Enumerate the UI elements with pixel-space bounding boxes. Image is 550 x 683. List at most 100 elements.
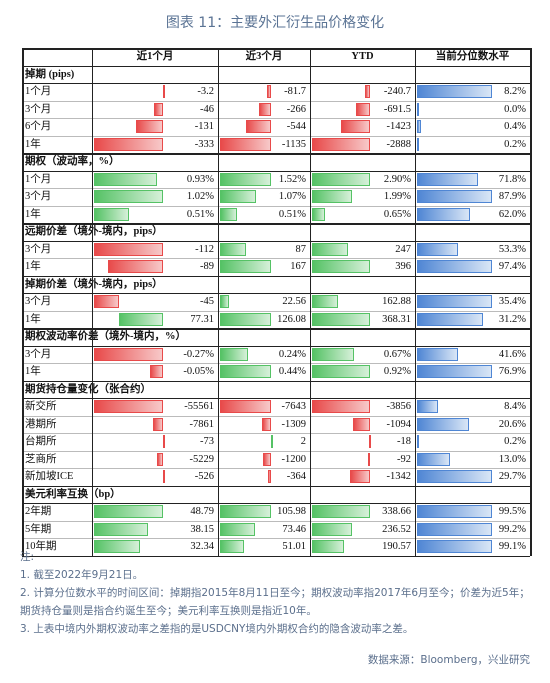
data-bar — [94, 505, 164, 518]
rule — [22, 153, 530, 155]
value: -7643 — [281, 401, 307, 412]
section-title: 掉期 (pips) — [25, 68, 75, 80]
data-bar — [94, 522, 149, 536]
value: 105.98 — [277, 506, 306, 517]
data-bar — [417, 417, 470, 431]
value: -81.7 — [284, 86, 306, 97]
data-bar — [220, 242, 247, 256]
data-bar — [220, 207, 237, 221]
row-label: 3个月 — [25, 348, 52, 360]
data-bar — [368, 452, 371, 466]
value: -46 — [200, 103, 214, 115]
value: -240.7 — [383, 86, 411, 97]
value: 73.46 — [282, 523, 306, 535]
column-rule — [530, 48, 532, 556]
data-bar — [312, 522, 353, 536]
value: -55561 — [184, 401, 214, 412]
value: 35.4% — [498, 296, 526, 307]
data-bar — [162, 85, 165, 98]
rule — [22, 328, 530, 330]
data-bar — [220, 540, 245, 553]
section-title: 期权（波动率，%） — [25, 156, 120, 167]
rule — [22, 538, 530, 539]
value: -131 — [194, 121, 214, 132]
value: 0.51% — [186, 208, 214, 220]
value: -1342 — [386, 471, 412, 482]
rule — [22, 415, 530, 416]
data-bar — [417, 312, 484, 326]
row-label: 3个月 — [25, 103, 52, 115]
value: 0.92% — [383, 366, 411, 377]
data-bar — [153, 102, 164, 116]
value: -89 — [200, 261, 214, 272]
data-bar — [312, 505, 370, 518]
value: 2 — [300, 436, 306, 447]
column-rule — [415, 48, 416, 556]
rule — [22, 275, 530, 277]
data-bar — [246, 120, 271, 133]
data-bar — [369, 435, 372, 448]
data-bar — [153, 417, 164, 431]
data-bar — [353, 417, 370, 431]
column-rule — [92, 48, 93, 556]
value: 8.4% — [504, 401, 526, 412]
value: 41.6% — [498, 348, 526, 360]
source: 数据来源：Bloomberg，兴业研究 — [367, 654, 530, 666]
value: 22.56 — [282, 296, 306, 307]
value: 236.52 — [382, 523, 411, 535]
value: 0.2% — [504, 138, 526, 150]
row-label: 1年 — [25, 366, 41, 377]
data-bar — [150, 365, 164, 378]
notes-heading: 注: — [20, 551, 35, 563]
value: -18 — [397, 436, 411, 447]
value: 1.99% — [383, 191, 411, 202]
data-bar — [220, 400, 271, 413]
value: 77.31 — [190, 313, 214, 325]
section-title: 期权波动率价差（境外-境内，%） — [25, 331, 186, 342]
rule — [22, 135, 530, 136]
value: -112 — [195, 243, 214, 255]
data-bar — [417, 435, 419, 448]
rule — [22, 345, 530, 347]
section-title: 掉期价差（境外-境内，pips） — [25, 278, 163, 290]
data-bar — [312, 172, 370, 186]
value: 31.2% — [498, 313, 526, 325]
column-header: 近3个月 — [245, 51, 283, 62]
data-bar — [312, 207, 325, 221]
rule — [22, 118, 530, 119]
data-bar — [341, 120, 370, 133]
rule — [22, 48, 530, 50]
data-bar — [312, 295, 338, 308]
data-bar — [258, 102, 271, 116]
data-bar — [355, 102, 370, 116]
data-bar — [417, 470, 492, 483]
data-bar — [349, 470, 370, 483]
value: 99.5% — [498, 506, 526, 517]
value: -3856 — [386, 401, 412, 412]
data-bar — [417, 295, 492, 308]
row-label: 新交所 — [25, 401, 57, 412]
rule — [22, 450, 530, 451]
row-label: 1年 — [25, 138, 41, 150]
data-bar — [417, 400, 439, 413]
value: -526 — [194, 471, 214, 482]
data-bar — [312, 242, 349, 256]
value: 126.08 — [277, 313, 306, 325]
data-bar — [94, 207, 129, 221]
data-bar — [220, 312, 271, 326]
data-bar — [94, 347, 164, 361]
row-label: 1年 — [25, 261, 41, 272]
row-label: 1个月 — [25, 173, 52, 185]
value: 99.2% — [498, 523, 526, 535]
data-bar — [220, 365, 271, 378]
value: -1135 — [281, 138, 306, 150]
data-bar — [417, 522, 492, 536]
data-bar — [266, 85, 271, 98]
rule — [22, 100, 530, 101]
data-bar — [312, 400, 370, 413]
value: 99.1% — [498, 541, 526, 552]
data-bar — [220, 505, 271, 518]
rule — [22, 205, 530, 206]
value: 0.24% — [278, 348, 306, 360]
value: -5229 — [189, 453, 215, 465]
